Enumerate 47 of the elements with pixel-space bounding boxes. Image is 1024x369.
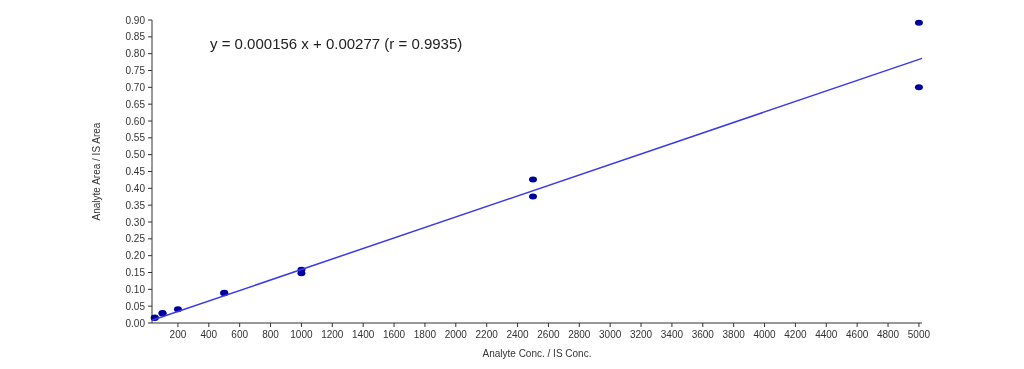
y-tick-label: 0.60	[125, 115, 146, 127]
x-tick-label: 200	[169, 329, 187, 340]
x-tick-label: 2600	[537, 329, 560, 340]
x-tick-label: 3800	[722, 329, 746, 340]
y-tick-label: 0.25	[125, 233, 146, 245]
y-tick-label: 0.35	[125, 199, 146, 211]
x-tick-label: 800	[262, 329, 280, 340]
y-tick-label: 0.85	[125, 31, 146, 43]
x-tick-label: 1200	[321, 329, 344, 340]
x-tick-label: 3000	[599, 329, 622, 340]
y-tick-label: 0.50	[125, 149, 146, 161]
x-tick-label: 600	[231, 329, 249, 340]
x-tick-label: 4000	[753, 329, 777, 340]
y-tick-label: 0.30	[125, 216, 146, 228]
x-tick-label: 2800	[568, 329, 591, 340]
x-tick-label: 400	[200, 329, 218, 340]
y-axis-title: Analyte Area / IS Area	[91, 122, 102, 221]
annotation: y = 0.000156 x + 0.00277 (r = 0.9935)	[210, 35, 463, 52]
y-tick-label: 0.10	[125, 283, 146, 295]
x-tick-label: 4800	[876, 329, 900, 340]
x-tick-label: 4600	[846, 329, 869, 340]
x-tick-label: 3600	[691, 329, 715, 340]
y-tick-label: 0.65	[125, 98, 146, 110]
x-tick-label: 5000	[907, 329, 931, 340]
x-tick-label: 4200	[784, 329, 807, 340]
y-tick-label: 0.90	[125, 14, 146, 26]
x-tick-label: 4400	[815, 329, 838, 340]
x-tick-label: 1600	[382, 329, 406, 340]
x-tick-label: 3400	[660, 329, 684, 340]
y-tick-label: 0.55	[125, 132, 146, 144]
y-tick-label: 0.80	[125, 48, 146, 60]
x-tick-label: 3200	[629, 329, 653, 340]
y-tick-label: 0.70	[125, 81, 146, 93]
x-tick-label: 2000	[444, 329, 468, 340]
y-tick-label: 0.15	[125, 267, 146, 278]
y-tick-label: 0.75	[125, 65, 146, 76]
x-tick-label: 1800	[413, 329, 437, 340]
y-tick-label: 0.40	[125, 182, 146, 194]
x-tick-label: 1000	[290, 329, 313, 340]
x-tick-label: 1400	[352, 329, 375, 340]
x-tick-label: 2400	[506, 329, 530, 340]
y-tick-label: 0.45	[125, 166, 146, 177]
y-tick-label: 0.05	[125, 300, 146, 312]
y-tick-label: 0.20	[125, 250, 146, 262]
y-tick-label: 0.00	[125, 317, 146, 329]
x-axis-title: Analyte Conc. / IS Conc.	[482, 348, 592, 359]
x-tick-label: 2200	[475, 329, 499, 340]
